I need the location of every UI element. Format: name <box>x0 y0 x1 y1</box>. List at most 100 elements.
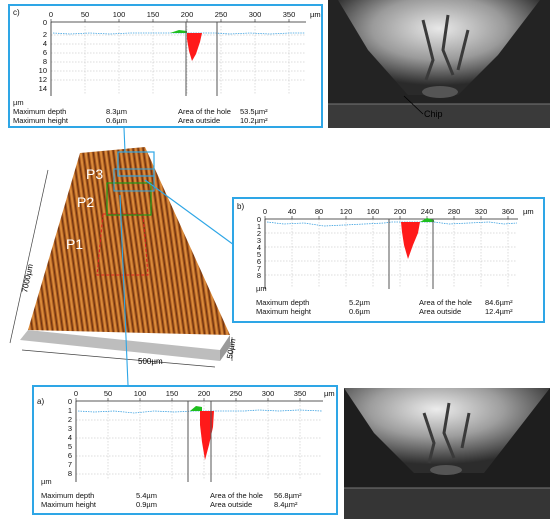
panel-b-stats: Maximum depth 5.2µm Area of the hole 84.… <box>256 298 513 307</box>
panel-c-ytick: 0 <box>43 18 47 27</box>
chip-image <box>328 0 550 128</box>
panel-b-ytick: 7 <box>257 264 261 273</box>
panel-a-xtick: 100 <box>134 389 147 398</box>
panel-c-xtick: 200 <box>181 10 194 19</box>
panel-a-stats: Maximum height 0.9µm Area outside 8.4µm² <box>41 500 298 509</box>
chip-photo-top: Chip <box>328 0 550 128</box>
panel-b-xtick: 80 <box>315 207 323 216</box>
panel-c-ytick: 8 <box>43 57 47 66</box>
max-height-value: 0.9µm <box>136 500 157 509</box>
outside-area-value: 10.2µm² <box>240 116 268 125</box>
panel-a-profile-chart: 0 50 100 150 200 250 300 350 µm 0 1 2 3 … <box>68 389 335 482</box>
panel-a-xtick: 0 <box>74 389 78 398</box>
panel-c-xtick: 0 <box>49 10 53 19</box>
panel-b-xtick: 120 <box>340 207 353 216</box>
panel-a-ytick: 4 <box>68 433 72 442</box>
panel-c-ytick: 10 <box>39 66 47 75</box>
panel-a-ytick: 7 <box>68 460 72 469</box>
panel-b-xtick: 200 <box>394 207 407 216</box>
max-depth-value: 8.3µm <box>106 107 127 116</box>
panel-a-hole <box>200 411 214 460</box>
panel-c-xtick: 350 <box>283 10 296 19</box>
chip-photo-bottom <box>344 388 550 519</box>
panel-a-ytick: 6 <box>68 451 72 460</box>
hole-area-value: 56.8µm² <box>274 491 302 500</box>
panel-c-ytick: 6 <box>43 48 47 57</box>
max-height-value: 0.6µm <box>106 116 127 125</box>
panel-a-ytick: 1 <box>68 406 72 415</box>
max-height-value: 0.6µm <box>349 307 370 316</box>
panel-c-yunit: µm <box>13 98 24 107</box>
panel-c-ytick: 12 <box>39 75 47 84</box>
hole-area-value: 84.6µm² <box>485 298 513 307</box>
panel-b-ytick: 1 <box>257 222 261 231</box>
panel-a-xunit: µm <box>324 389 335 398</box>
label-p1: P1 <box>66 236 83 252</box>
panel-c-stats: Maximum depth 8.3µm Area of the hole 53.… <box>13 107 268 116</box>
panel-b: b) 0 40 80 120 160 200 240 280 <box>232 197 545 323</box>
panel-c-profile-line <box>52 32 305 35</box>
panel-b-xtick: 360 <box>502 207 515 216</box>
max-depth-label: Maximum depth <box>13 107 67 116</box>
panel-b-profile-line <box>266 221 518 227</box>
panel-b-xtick: 40 <box>288 207 296 216</box>
max-height-label: Maximum height <box>256 307 312 316</box>
panel-a-ytick: 3 <box>68 424 72 433</box>
panel-c-profile-chart: 0 50 100 150 200 250 300 350 µm 0 2 4 6 … <box>39 10 321 96</box>
panel-a-ytick: 2 <box>68 415 72 424</box>
outside-area-label: Area outside <box>210 500 253 509</box>
panel-c-ytick: 14 <box>39 84 47 93</box>
max-depth-value: 5.2µm <box>349 298 370 307</box>
panel-b-hole <box>401 222 420 259</box>
panel-a-pileup <box>190 406 202 411</box>
outside-area-label: Area outside <box>178 116 221 125</box>
panel-b-xtick: 0 <box>263 207 267 216</box>
panel-c: c) 0 50 100 150 200 250 300 <box>8 4 323 128</box>
panel-a-ytick: 5 <box>68 442 72 451</box>
outside-area-label: Area outside <box>419 307 462 316</box>
panel-a-xtick: 150 <box>166 389 179 398</box>
hole-area-label: Area of the hole <box>178 107 231 116</box>
max-depth-label: Maximum depth <box>41 491 95 500</box>
panel-a-xtick: 50 <box>104 389 112 398</box>
panel-c-xtick: 100 <box>113 10 126 19</box>
panel-b-ytick: 5 <box>257 250 261 259</box>
hole-area-label: Area of the hole <box>210 491 263 500</box>
max-height-label: Maximum height <box>41 500 97 509</box>
panel-a-xtick: 200 <box>198 389 211 398</box>
label-p2: P2 <box>77 194 94 210</box>
p2-region <box>106 182 152 216</box>
panel-b-xtick: 280 <box>448 207 461 216</box>
panel-b-yunit: µm <box>256 284 267 293</box>
panel-c-xunit: µm <box>310 10 321 19</box>
panel-c-label: c) <box>13 8 20 17</box>
surface-3d-map: P3 P2 P1 7000µm 500µm 50µm <box>9 127 238 385</box>
hole-area-value: 53.5µm² <box>240 107 268 116</box>
panel-b-ytick: 4 <box>257 243 261 252</box>
max-depth-value: 5.4µm <box>136 491 157 500</box>
panel-c-hole <box>187 33 202 61</box>
p1-region <box>96 213 149 276</box>
panel-c-ytick: 4 <box>43 39 47 48</box>
panel-b-pileup <box>420 218 434 222</box>
dim-depth: 50µm <box>225 338 237 360</box>
max-height-label: Maximum height <box>13 116 69 125</box>
outside-area-value: 8.4µm² <box>274 500 298 509</box>
panel-a-xtick: 350 <box>294 389 307 398</box>
panel-a-yunit: µm <box>41 477 52 486</box>
panel-c-xtick: 300 <box>249 10 262 19</box>
panel-c-xtick: 150 <box>147 10 160 19</box>
p3-region <box>117 151 155 177</box>
panel-b-xtick: 240 <box>421 207 434 216</box>
chip-label: Chip <box>424 109 443 119</box>
panel-b-ytick: 2 <box>257 229 261 238</box>
panel-c-stats: Maximum height 0.6µm Area outside 10.2µm… <box>13 116 268 125</box>
panel-b-xtick: 160 <box>367 207 380 216</box>
panel-a-ytick: 0 <box>68 397 72 406</box>
panel-a-label: a) <box>37 397 45 406</box>
chip-image <box>344 388 550 519</box>
outside-area-value: 12.4µm² <box>485 307 513 316</box>
label-p3: P3 <box>86 166 103 182</box>
panel-c-xtick: 250 <box>215 10 228 19</box>
panel-b-stats: Maximum height 0.6µm Area outside 12.4µm… <box>256 307 513 316</box>
